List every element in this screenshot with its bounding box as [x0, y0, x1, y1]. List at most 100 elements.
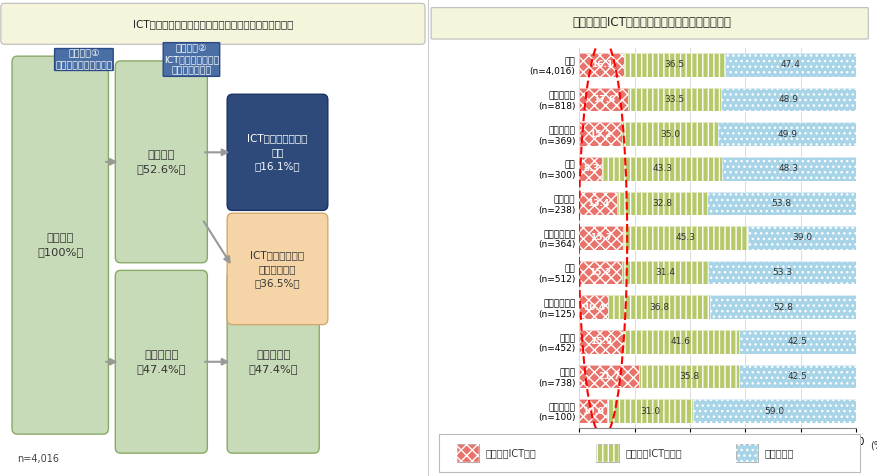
Bar — [579, 122, 621, 146]
Text: ICTの貢献により利益が増加したという回答割合を抜出: ICTの貢献により利益が増加したという回答割合を抜出 — [132, 19, 293, 29]
Text: 15.2: 15.2 — [588, 129, 611, 139]
Bar — [738, 330, 855, 354]
Bar — [608, 296, 709, 319]
Bar — [579, 88, 627, 111]
Bar — [621, 261, 708, 284]
Text: n=4,016: n=4,016 — [18, 454, 59, 464]
FancyBboxPatch shape — [227, 270, 319, 453]
Bar — [692, 399, 855, 423]
Bar — [579, 157, 602, 180]
Bar — [621, 122, 717, 146]
Text: 53.8: 53.8 — [771, 199, 791, 208]
Text: 52.8: 52.8 — [772, 303, 792, 312]
Text: 31.0: 31.0 — [639, 407, 660, 416]
Bar — [720, 88, 855, 111]
Bar — [622, 226, 747, 250]
Text: 利益増加ICT貢献: 利益増加ICT貢献 — [485, 448, 536, 458]
FancyBboxPatch shape — [115, 270, 207, 453]
Bar — [724, 53, 855, 77]
Bar — [579, 296, 608, 319]
Bar — [579, 365, 638, 388]
FancyBboxPatch shape — [431, 8, 867, 39]
Bar — [708, 261, 855, 284]
Text: 13.4: 13.4 — [586, 199, 609, 208]
FancyBboxPatch shape — [438, 435, 859, 472]
FancyBboxPatch shape — [115, 61, 207, 263]
Bar — [602, 157, 722, 180]
Text: 31.4: 31.4 — [654, 268, 674, 277]
Bar — [724, 53, 855, 77]
Text: 全回答者
（100%）: 全回答者 （100%） — [37, 233, 83, 257]
Bar — [579, 330, 623, 354]
FancyBboxPatch shape — [456, 445, 479, 463]
Text: 15.2: 15.2 — [588, 268, 611, 277]
Bar — [717, 122, 855, 146]
Bar — [579, 157, 602, 180]
Bar — [623, 330, 738, 354]
Text: 42.5: 42.5 — [787, 337, 806, 347]
Bar — [616, 192, 707, 215]
Bar — [579, 192, 616, 215]
FancyBboxPatch shape — [12, 56, 108, 434]
Bar — [709, 296, 855, 319]
Bar — [722, 157, 855, 180]
Bar — [623, 330, 738, 354]
Bar — [624, 53, 724, 77]
Text: 32.8: 32.8 — [651, 199, 671, 208]
Bar — [747, 226, 855, 250]
Text: 33.5: 33.5 — [664, 95, 684, 104]
Bar — [738, 330, 855, 354]
Text: 利益非増加
（47.4%）: 利益非増加 （47.4%） — [248, 350, 297, 374]
Bar — [622, 226, 747, 250]
Bar — [720, 88, 855, 111]
Text: 17.6: 17.6 — [592, 95, 614, 104]
FancyBboxPatch shape — [1, 3, 424, 44]
Bar — [579, 296, 608, 319]
Bar — [579, 399, 607, 423]
Text: 15.9: 15.9 — [589, 337, 612, 347]
Bar — [579, 226, 622, 250]
Text: 21.7: 21.7 — [598, 372, 620, 381]
Text: 43.3: 43.3 — [652, 164, 672, 173]
Bar — [579, 399, 607, 423]
Text: 48.3: 48.3 — [778, 164, 798, 173]
Text: (%): (%) — [869, 440, 877, 450]
Bar — [602, 157, 722, 180]
Text: 42.5: 42.5 — [787, 372, 806, 381]
Text: 35.0: 35.0 — [660, 129, 679, 139]
Bar — [579, 88, 627, 111]
Bar — [717, 122, 855, 146]
Text: 利益非増加
（47.4%）: 利益非増加 （47.4%） — [136, 350, 186, 374]
Bar — [579, 365, 638, 388]
Bar — [579, 53, 624, 77]
Text: 利益非増加: 利益非増加 — [764, 448, 794, 458]
Text: 36.5: 36.5 — [664, 60, 684, 69]
Text: 48.9: 48.9 — [778, 95, 797, 104]
Text: ICT貢献による利益
増加
（16.1%）: ICT貢献による利益 増加 （16.1%） — [247, 133, 307, 171]
Text: 利益増加
（52.6%）: 利益増加 （52.6%） — [136, 150, 186, 174]
Bar — [607, 399, 692, 423]
Text: 利益増加ICT非貢献: 利益増加ICT非貢献 — [624, 448, 681, 458]
Bar — [638, 365, 738, 388]
Bar — [579, 192, 616, 215]
Text: 41.6: 41.6 — [670, 337, 690, 347]
Bar — [621, 122, 717, 146]
FancyBboxPatch shape — [227, 213, 327, 325]
Bar — [738, 365, 855, 388]
Text: 8.3: 8.3 — [582, 164, 598, 173]
Bar — [579, 122, 621, 146]
Text: ICT以外の貢献に
よる利益増加
（36.5%）: ICT以外の貢献に よる利益増加 （36.5%） — [250, 250, 304, 288]
Text: 53.3: 53.3 — [771, 268, 791, 277]
Text: 抜出条件②
ICT化により利益が
増加したと回答: 抜出条件② ICT化により利益が 増加したと回答 — [164, 43, 219, 76]
Text: 10.0: 10.0 — [581, 407, 603, 416]
Bar — [579, 226, 622, 250]
Text: 39.0: 39.0 — [791, 234, 811, 242]
Text: 47.4: 47.4 — [780, 60, 800, 69]
Bar — [607, 399, 692, 423]
Text: 産業別の「ICT貢献による利益増加」の回答割合: 産業別の「ICT貢献による利益増加」の回答割合 — [572, 16, 731, 29]
Text: 45.3: 45.3 — [674, 234, 695, 242]
Bar — [709, 296, 855, 319]
Text: 49.9: 49.9 — [776, 129, 796, 139]
Bar — [707, 192, 855, 215]
Bar — [608, 296, 709, 319]
